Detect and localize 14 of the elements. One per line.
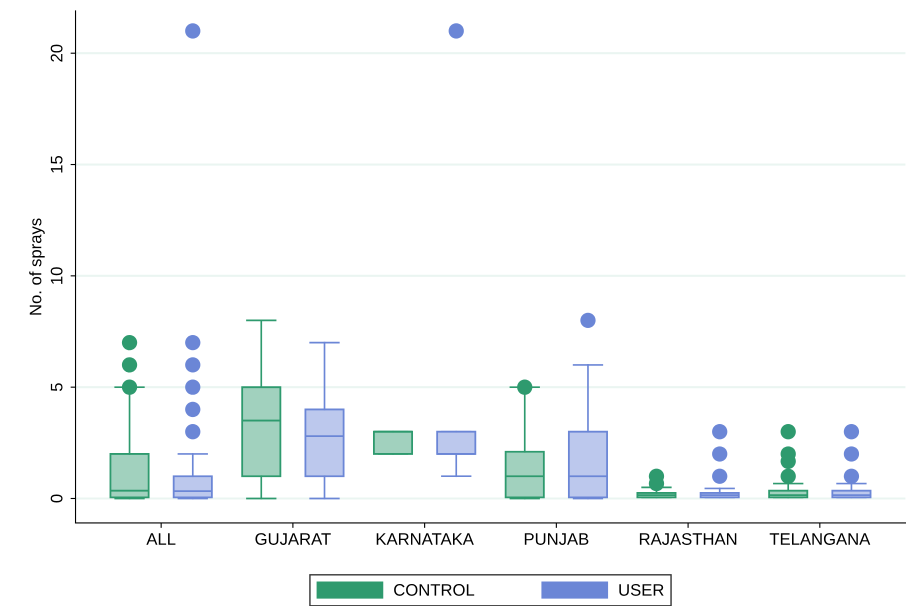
y-tick-label: 20 — [50, 44, 63, 62]
y-axis-title: No. of sprays — [29, 218, 45, 315]
y-tick-label: 10 — [50, 267, 63, 284]
x-tick-label: TELANGANA — [770, 533, 870, 545]
x-tick-label: RAJASTHAN — [640, 533, 736, 545]
x-tick-label: PUNJAB — [524, 533, 588, 545]
y-tick-label: 15 — [50, 156, 63, 173]
x-tick-label: ALL — [146, 533, 176, 545]
y-tick-label: 5 — [50, 383, 63, 392]
x-tick-label: GUJARAT — [255, 533, 331, 545]
legend-label: CONTROL — [394, 584, 474, 596]
x-tick-label: KARNATAKA — [376, 533, 474, 545]
legend-label: USER — [619, 584, 664, 596]
y-tick-label: 0 — [50, 494, 63, 502]
